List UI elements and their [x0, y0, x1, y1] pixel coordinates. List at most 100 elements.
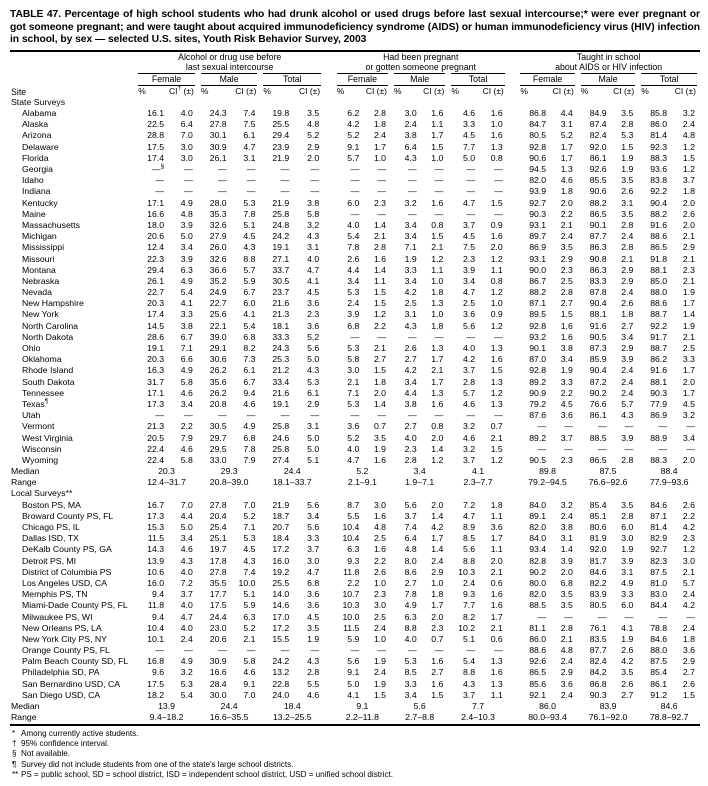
ci-value-cell: — — [564, 443, 573, 454]
percent-value-cell: — — [466, 410, 476, 421]
column-gap — [324, 522, 334, 533]
ci-value-cell: 0.8 — [490, 275, 503, 286]
column-gap — [324, 186, 334, 197]
percent-value-cell: 9.3 — [462, 589, 476, 600]
ci-value-cell: 6.8 — [243, 331, 256, 342]
percent-value-cell: 2.1 — [347, 376, 360, 387]
percent-value-cell: 20.4 — [209, 510, 227, 521]
ci-value-cell: 5.7 — [621, 398, 634, 409]
percent-value-cell: — — [280, 175, 290, 186]
column-gap — [508, 309, 518, 320]
percent-value-cell: — — [350, 645, 360, 656]
percent-value-cell: 4.2 — [462, 354, 476, 365]
percent-value-cell: 36.6 — [209, 264, 227, 275]
section-header-filler — [135, 488, 700, 499]
percent-value-cell: 1.9 — [404, 253, 417, 264]
range-value-cell: 20.8–39.0 — [209, 477, 249, 488]
percent-value-cell: 21.9 — [272, 499, 290, 510]
median-value-cell: 87.5 — [599, 466, 617, 477]
ci-value-cell: — — [624, 443, 634, 454]
percent-value-cell: 89.1 — [529, 510, 547, 521]
ci-value-cell: 1.8 — [431, 287, 444, 298]
table-row: Texas¶ 17.3 3.4 20.8 4.6 19.1 2.9 5.3 1.4 3.8 1.6 4… — [10, 398, 700, 410]
header-unit-ci-6: CI (±) — [482, 86, 504, 97]
column-gap — [508, 701, 518, 712]
ci-value-cell: 5.2 — [243, 510, 256, 521]
percent-value-cell: — — [466, 175, 476, 186]
ci-value-cell: 1.0 — [373, 152, 387, 163]
ci-value-cell: 1.5 — [373, 298, 387, 309]
footnote-text: PS = public school, SD = school district… — [21, 770, 394, 780]
percent-value-cell: 21.3 — [272, 309, 290, 320]
ci-value-cell: 5.1 — [243, 589, 256, 600]
site-name-cell: New York City PS, NY — [22, 633, 107, 644]
ci-value-cell: 1.0 — [490, 119, 503, 130]
percent-value-cell: 85.4 — [650, 667, 668, 678]
ci-value-cell: 7.3 — [243, 354, 256, 365]
percent-value-cell: 83.5 — [589, 633, 607, 644]
percent-value-cell: 10.2 — [458, 622, 476, 633]
footnote-marker: § — [12, 749, 17, 759]
percent-value-cell: 25.4 — [209, 522, 227, 532]
percent-value-cell: 92.8 — [529, 365, 547, 376]
column-gap — [508, 399, 518, 410]
ci-value-cell: 0.9 — [490, 309, 503, 320]
median-value-cell: 20.3 — [158, 466, 175, 477]
percent-value-cell: 88.9 — [650, 432, 668, 443]
percent-value-cell: 81.0 — [650, 577, 668, 588]
percent-value-cell: 2.4 — [462, 577, 476, 588]
percent-value-cell: 87.1 — [650, 510, 668, 521]
percent-value-cell: — — [280, 164, 290, 174]
percent-value-cell: 91.6 — [650, 219, 668, 230]
ci-value-cell: 2.3 — [560, 264, 573, 275]
percent-value-cell: 3.7 — [404, 510, 417, 521]
ci-value-cell: 3.4 — [180, 533, 193, 544]
site-name-cell: District of Columbia PS — [22, 566, 112, 577]
percent-value-cell: 9.4 — [151, 589, 165, 600]
table-row: New York 17.4 3.3 25.6 4.1 21.3 2.3 3.9 1.2 3.1 1.… — [10, 309, 700, 320]
ci-value-cell: 1.3 — [490, 678, 503, 689]
ci-value-cell: 2.1 — [431, 365, 444, 376]
percent-value-cell: 10.4 — [342, 522, 360, 532]
data-table: Alcohol or drug use before last sexual i… — [10, 52, 700, 724]
percent-value-cell: 91.7 — [650, 331, 668, 342]
header-unit-pct-6: % — [451, 86, 459, 97]
site-name-cell: Orange County PS, FL — [22, 645, 110, 656]
range-value-cell: 77.9–93.6 — [649, 477, 689, 488]
percent-value-cell: 92.2 — [650, 186, 668, 197]
ci-value-cell: 4.7 — [180, 611, 193, 622]
ci-value-cell: 6.0 — [621, 600, 634, 611]
column-gap — [324, 365, 334, 376]
ci-value-cell: 1.5 — [682, 152, 695, 163]
percent-value-cell: 6.3 — [404, 611, 417, 622]
percent-value-cell: 3.4 — [404, 376, 417, 387]
ci-value-cell: — — [494, 645, 503, 656]
ci-value-cell: 4.2 — [621, 656, 634, 667]
percent-value-cell: — — [280, 410, 290, 421]
ci-value-cell: 5.6 — [307, 522, 320, 532]
ci-value-cell: 4.9 — [180, 656, 193, 667]
ci-value-cell: 4.1 — [243, 309, 256, 320]
percent-value-cell: 5.8 — [347, 354, 360, 365]
column-gap — [508, 466, 518, 477]
percent-value-cell: 17.7 — [209, 589, 227, 600]
percent-value-cell: — — [537, 421, 547, 432]
table-row: Los Angeles USD, CA 16.0 7.2 35.5 10.0 25.5 6.… — [10, 578, 700, 589]
ci-value-cell: 2.9 — [621, 275, 634, 286]
ci-value-cell: 1.5 — [621, 141, 634, 152]
column-gap — [508, 712, 518, 723]
range-value-cell: 2.2–11.8 — [345, 712, 379, 723]
percent-value-cell: — — [407, 175, 417, 186]
ci-value-cell: 2.3 — [307, 309, 320, 320]
percent-value-cell: 92.8 — [529, 141, 547, 152]
header-spacer-2 — [10, 73, 135, 86]
percent-value-cell: 90.5 — [529, 454, 547, 465]
percent-value-cell: — — [407, 331, 417, 342]
ci-value-cell: 2.2 — [373, 555, 387, 566]
column-gap — [508, 365, 518, 376]
ci-value-cell: 3.5 — [560, 589, 573, 600]
percent-value-cell: 88.6 — [650, 231, 668, 242]
ci-value-cell: 2.9 — [560, 667, 573, 678]
ci-value-cell: 2.4 — [180, 633, 193, 644]
ci-value-cell: 1.5 — [431, 231, 444, 242]
